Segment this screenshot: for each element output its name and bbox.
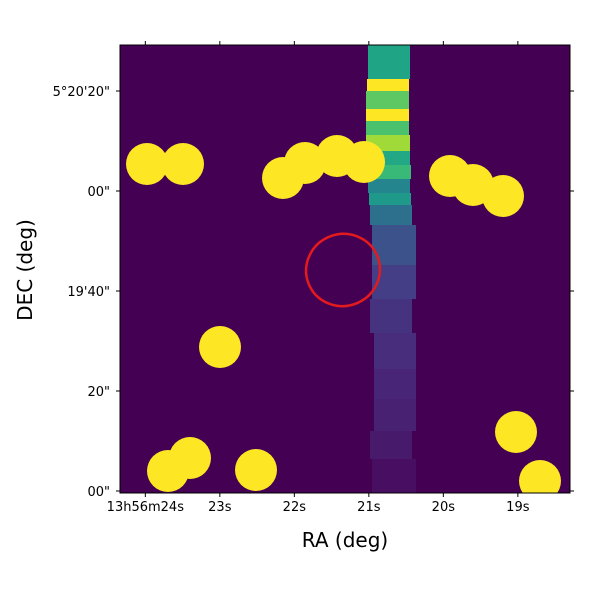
star-mask — [162, 143, 204, 185]
y-tick-label: 19'40" — [67, 285, 110, 300]
strip-cell — [370, 205, 412, 225]
y-tick-label: 20" — [87, 385, 110, 400]
axes-frame — [119, 44, 571, 494]
y-axis-title: DEC (deg) — [13, 219, 37, 321]
star-mask — [284, 142, 326, 184]
x-tick-label: 23s — [208, 500, 232, 515]
strip-cell — [368, 179, 410, 193]
star-masks — [126, 135, 561, 502]
image-background — [120, 45, 570, 493]
x-tick-label: 22s — [283, 500, 307, 515]
x-tick-label: 19s — [506, 500, 530, 515]
strip-cell — [368, 45, 410, 79]
star-mask — [519, 460, 561, 502]
image — [119, 44, 600, 523]
strip-cell — [374, 369, 416, 399]
strip-cell — [374, 333, 416, 369]
strip-cell — [366, 121, 409, 135]
x-tick-label: 21s — [357, 500, 381, 515]
y-tick-label: 00" — [87, 185, 110, 200]
region-ellipse — [304, 232, 382, 308]
star-mask — [495, 411, 537, 453]
x-tick-label: 20s — [432, 500, 456, 515]
strip-cell — [372, 459, 416, 493]
y-tick-label: 5°20'20" — [53, 85, 110, 100]
strip-cell — [366, 109, 409, 121]
star-mask — [199, 326, 241, 368]
strip-cell — [374, 399, 416, 431]
strip-cell — [369, 193, 411, 205]
strip-cell — [370, 431, 412, 459]
strip-cell — [366, 91, 409, 109]
star-mask — [126, 143, 168, 185]
y-tick-label: 00" — [87, 485, 110, 500]
star-mask — [482, 175, 524, 217]
clip — [120, 493, 570, 523]
strip-cell — [367, 79, 409, 91]
star-mask — [169, 437, 211, 479]
star-mask — [343, 141, 385, 183]
strip-cell — [370, 299, 412, 333]
star-mask — [235, 449, 277, 491]
x-tick-label: 13h56m24s — [107, 500, 185, 515]
x-axis-title: RA (deg) — [302, 528, 388, 552]
clip — [570, 45, 600, 493]
